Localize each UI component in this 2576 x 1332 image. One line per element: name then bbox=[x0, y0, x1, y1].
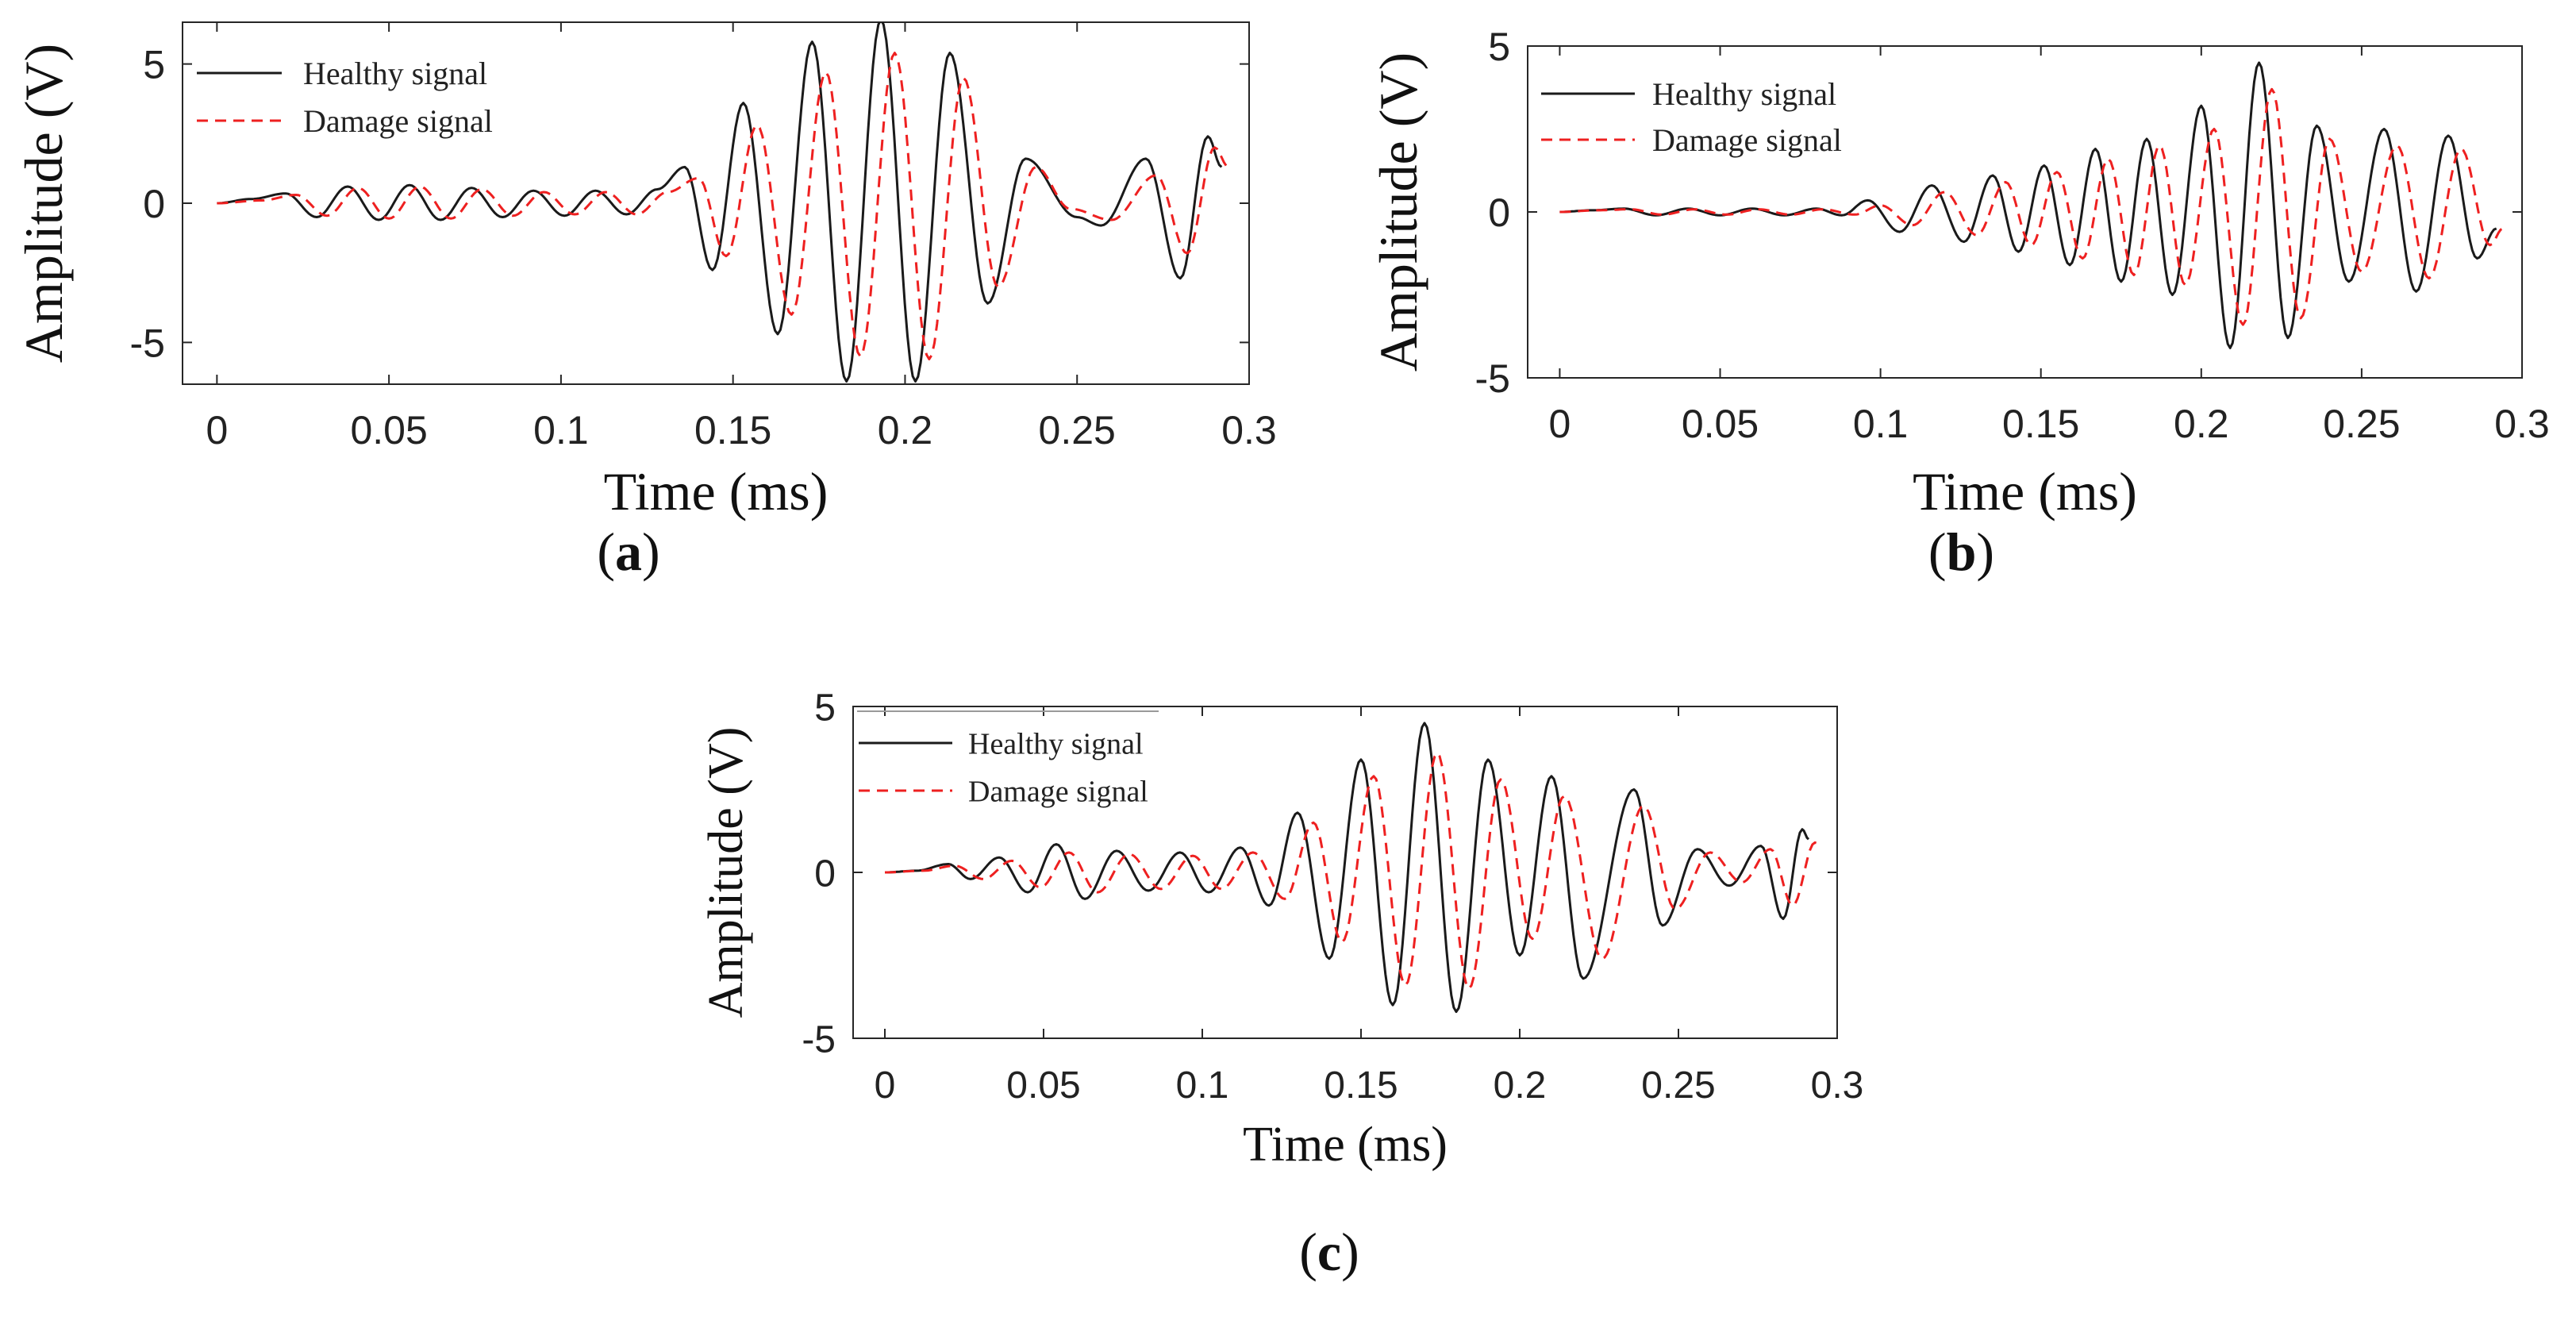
chart-panel-a: 0 0.05 0.1 0.15 0.2 0.25 0.3 -5 0 5 Time (ms) Ampli… bbox=[13, 21, 1277, 582]
x-tick-label: 0.25 bbox=[1641, 1064, 1715, 1107]
x-tick-label: 0.25 bbox=[1039, 408, 1116, 452]
x-tick-label: 0.2 bbox=[1494, 1064, 1547, 1107]
x-tick-label: 0.05 bbox=[1682, 402, 1759, 446]
y-tick-label: 0 bbox=[143, 182, 165, 226]
y-tick-label: 5 bbox=[814, 687, 836, 729]
x-tick-label: 0 bbox=[206, 408, 228, 452]
x-tick-label: 0.1 bbox=[1853, 402, 1909, 446]
x-axis-label: Time (ms) bbox=[1243, 1118, 1448, 1172]
x-tick-label: 0.05 bbox=[1006, 1064, 1080, 1107]
x-tick-label: 0.3 bbox=[1221, 408, 1277, 452]
x-tick-label: 0.15 bbox=[2002, 402, 2079, 446]
x-tick-label: 0.2 bbox=[2174, 402, 2229, 446]
y-tick-label: 0 bbox=[814, 853, 836, 895]
panel-caption-close: ) bbox=[642, 522, 660, 582]
y-tick-label: -5 bbox=[802, 1018, 836, 1061]
legend-label-healthy: Healthy signal bbox=[303, 56, 487, 91]
x-tick-label: 0.25 bbox=[2323, 402, 2400, 446]
series-group bbox=[217, 22, 1229, 383]
panel-caption-close: ) bbox=[1976, 522, 1994, 582]
x-tick-label: 0 bbox=[1549, 402, 1571, 446]
x-tick-label: 0.1 bbox=[1176, 1064, 1229, 1107]
x-axis-label: Time (ms) bbox=[1913, 461, 2137, 522]
legend: Healthy signal Damage signal bbox=[1541, 76, 1842, 158]
panel-caption-open: ( bbox=[1299, 1222, 1317, 1282]
healthy-signal-line bbox=[885, 722, 1810, 1014]
x-tick-label: 0.3 bbox=[2494, 402, 2550, 446]
legend-label-healthy: Healthy signal bbox=[1652, 76, 1836, 112]
y-tick-label: -5 bbox=[1475, 356, 1510, 401]
x-tick-label: 0 bbox=[875, 1064, 896, 1107]
x-tick-label: 0.2 bbox=[878, 408, 933, 452]
x-tick-label: 0.3 bbox=[1811, 1064, 1864, 1107]
panel-caption: (c) bbox=[1299, 1222, 1359, 1282]
y-axis-label: Amplitude (V) bbox=[1368, 52, 1428, 371]
panel-caption: (a) bbox=[597, 522, 659, 582]
panel-caption-open: ( bbox=[1928, 522, 1947, 582]
legend-label-damage: Damage signal bbox=[1652, 122, 1842, 158]
series-group bbox=[1559, 61, 2504, 349]
damage-signal-line bbox=[217, 52, 1229, 360]
x-tick-label: 0.1 bbox=[533, 408, 589, 452]
y-axis-label: Amplitude (V) bbox=[13, 44, 74, 363]
panel-caption-open: ( bbox=[597, 522, 615, 582]
y-tick-label: 0 bbox=[1488, 191, 1510, 235]
healthy-signal-line bbox=[1559, 61, 2497, 349]
x-axis-label: Time (ms) bbox=[604, 461, 829, 522]
x-tick-label: 0.15 bbox=[694, 408, 771, 452]
chart-panel-b: 0 0.05 0.1 0.15 0.2 0.25 0.3 -5 0 5 Time (ms) Ampli… bbox=[1368, 25, 2550, 582]
panel-caption: (b) bbox=[1928, 522, 1994, 582]
series-group bbox=[885, 722, 1822, 1014]
y-tick-label: 5 bbox=[1488, 25, 1510, 69]
legend: Healthy signal Damage signal bbox=[197, 56, 493, 139]
healthy-signal-line bbox=[217, 22, 1223, 383]
legend-label-damage: Damage signal bbox=[968, 775, 1148, 808]
panel-caption-close: ) bbox=[1341, 1222, 1359, 1282]
y-tick-label: -5 bbox=[130, 321, 165, 365]
x-tick-label: 0.05 bbox=[350, 408, 427, 452]
legend: Healthy signal Damage signal bbox=[859, 727, 1148, 808]
y-tick-label: 5 bbox=[143, 43, 165, 87]
y-axis-label: Amplitude (V) bbox=[699, 727, 753, 1018]
damage-signal-line bbox=[1559, 87, 2504, 326]
panel-caption-letter: a bbox=[615, 522, 642, 582]
chart-panel-c: 0 0.05 0.1 0.15 0.2 0.25 0.3 -5 0 5 Time (ms) Ampli… bbox=[699, 687, 1863, 1282]
x-tick-label: 0.15 bbox=[1324, 1064, 1398, 1107]
panel-caption-letter: b bbox=[1947, 522, 1977, 582]
legend-label-damage: Damage signal bbox=[303, 103, 493, 139]
damage-signal-line bbox=[885, 752, 1822, 990]
panel-caption-letter: c bbox=[1317, 1222, 1341, 1282]
legend-label-healthy: Healthy signal bbox=[968, 727, 1144, 760]
